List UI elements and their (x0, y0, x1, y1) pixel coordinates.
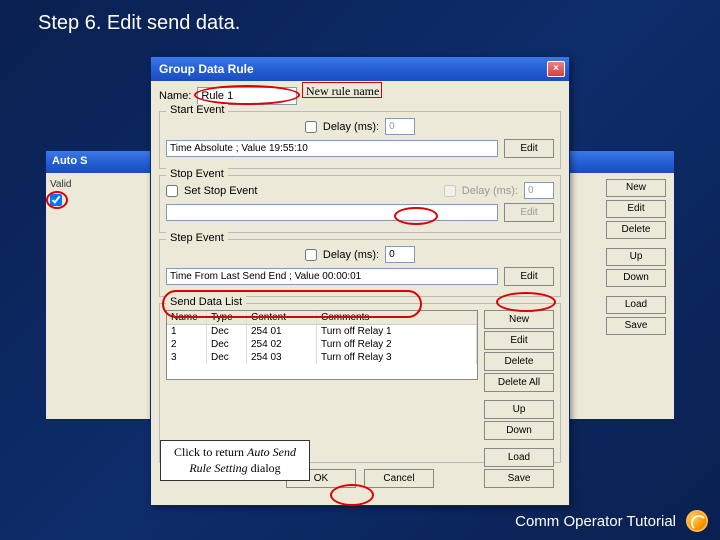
th-name: Name (167, 311, 207, 324)
stop-delay-checkbox (444, 185, 456, 197)
table-row[interactable]: 3 Dec 254 03 Turn off Relay 3 (167, 351, 477, 364)
step-delay-input[interactable] (385, 246, 415, 263)
th-comments: Comments (317, 311, 477, 324)
step-event-group: Step Event Delay (ms): Edit (159, 239, 561, 297)
name-input[interactable] (197, 87, 297, 105)
step-edit-button[interactable]: Edit (504, 267, 554, 286)
start-event-legend: Start Event (166, 104, 228, 116)
bg-btn-edit[interactable]: Edit (606, 200, 666, 218)
footer-text: Comm Operator Tutorial (515, 513, 676, 530)
sd-edit-button[interactable]: Edit (484, 331, 554, 350)
callout-return: Click to return Auto Send Rule Setting d… (160, 440, 310, 481)
stop-event-legend: Stop Event (166, 168, 228, 180)
th-content: Content (247, 311, 317, 324)
group-data-rule-dialog: Group Data Rule × Name: Start Event Dela… (150, 56, 570, 506)
stop-set-checkbox[interactable] (166, 185, 178, 197)
sd-new-button[interactable]: New (484, 310, 554, 329)
name-label: Name: (159, 90, 191, 102)
step-delay-label: Delay (ms): (323, 249, 379, 261)
table-row[interactable]: 1 Dec 254 01 Turn off Relay 1 (167, 325, 477, 338)
stop-set-label: Set Stop Event (184, 185, 257, 197)
sd-delete-all-button[interactable]: Delete All (484, 373, 554, 392)
send-data-table: Name Type Content Comments 1 Dec 254 01 … (166, 310, 478, 380)
red-box-annotation (302, 82, 382, 98)
footer-logo-icon (686, 510, 708, 532)
sd-up-button[interactable]: Up (484, 400, 554, 419)
bg-btn-new[interactable]: New (606, 179, 666, 197)
stop-edit-button: Edit (504, 203, 554, 222)
start-delay-input (385, 118, 415, 135)
stop-event-group: Stop Event Set Stop Event Delay (ms): Ed… (159, 175, 561, 233)
bg-btn-save[interactable]: Save (606, 317, 666, 335)
bg-btn-load[interactable]: Load (606, 296, 666, 314)
start-condition-input[interactable] (166, 140, 498, 157)
start-delay-checkbox[interactable] (305, 121, 317, 133)
step-condition-input[interactable] (166, 268, 498, 285)
titlebar: Group Data Rule × (151, 57, 569, 81)
bg-left-checkbox[interactable] (50, 194, 62, 206)
sd-down-button[interactable]: Down (484, 421, 554, 440)
step-title: Step 6. Edit send data. (38, 12, 240, 35)
bg-btn-delete[interactable]: Delete (606, 221, 666, 239)
step-delay-checkbox[interactable] (305, 249, 317, 261)
stop-delay-label: Delay (ms): (462, 185, 518, 197)
step-event-legend: Step Event (166, 232, 228, 244)
titlebar-text: Group Data Rule (159, 62, 254, 76)
sd-delete-button[interactable]: Delete (484, 352, 554, 371)
close-icon[interactable]: × (547, 61, 565, 77)
stop-delay-input (524, 182, 554, 199)
bg-btn-down[interactable]: Down (606, 269, 666, 287)
stop-condition-input (166, 204, 498, 221)
sd-save-button[interactable]: Save (484, 469, 554, 488)
send-data-legend: Send Data List (166, 296, 246, 308)
bg-btn-up[interactable]: Up (606, 248, 666, 266)
bg-left-valid-label: Valid (50, 179, 160, 190)
start-event-group: Start Event Delay (ms): Edit (159, 111, 561, 169)
start-edit-button[interactable]: Edit (504, 139, 554, 158)
bg-left-titlebar: Auto S (46, 151, 164, 173)
sd-load-button[interactable]: Load (484, 448, 554, 467)
start-delay-label: Delay (ms): (323, 121, 379, 133)
bg-window-left: Auto S Valid (45, 150, 165, 420)
th-type: Type (207, 311, 247, 324)
send-data-group: Send Data List Name Type Content Comment… (159, 303, 561, 463)
table-row[interactable]: 2 Dec 254 02 Turn off Relay 2 (167, 338, 477, 351)
